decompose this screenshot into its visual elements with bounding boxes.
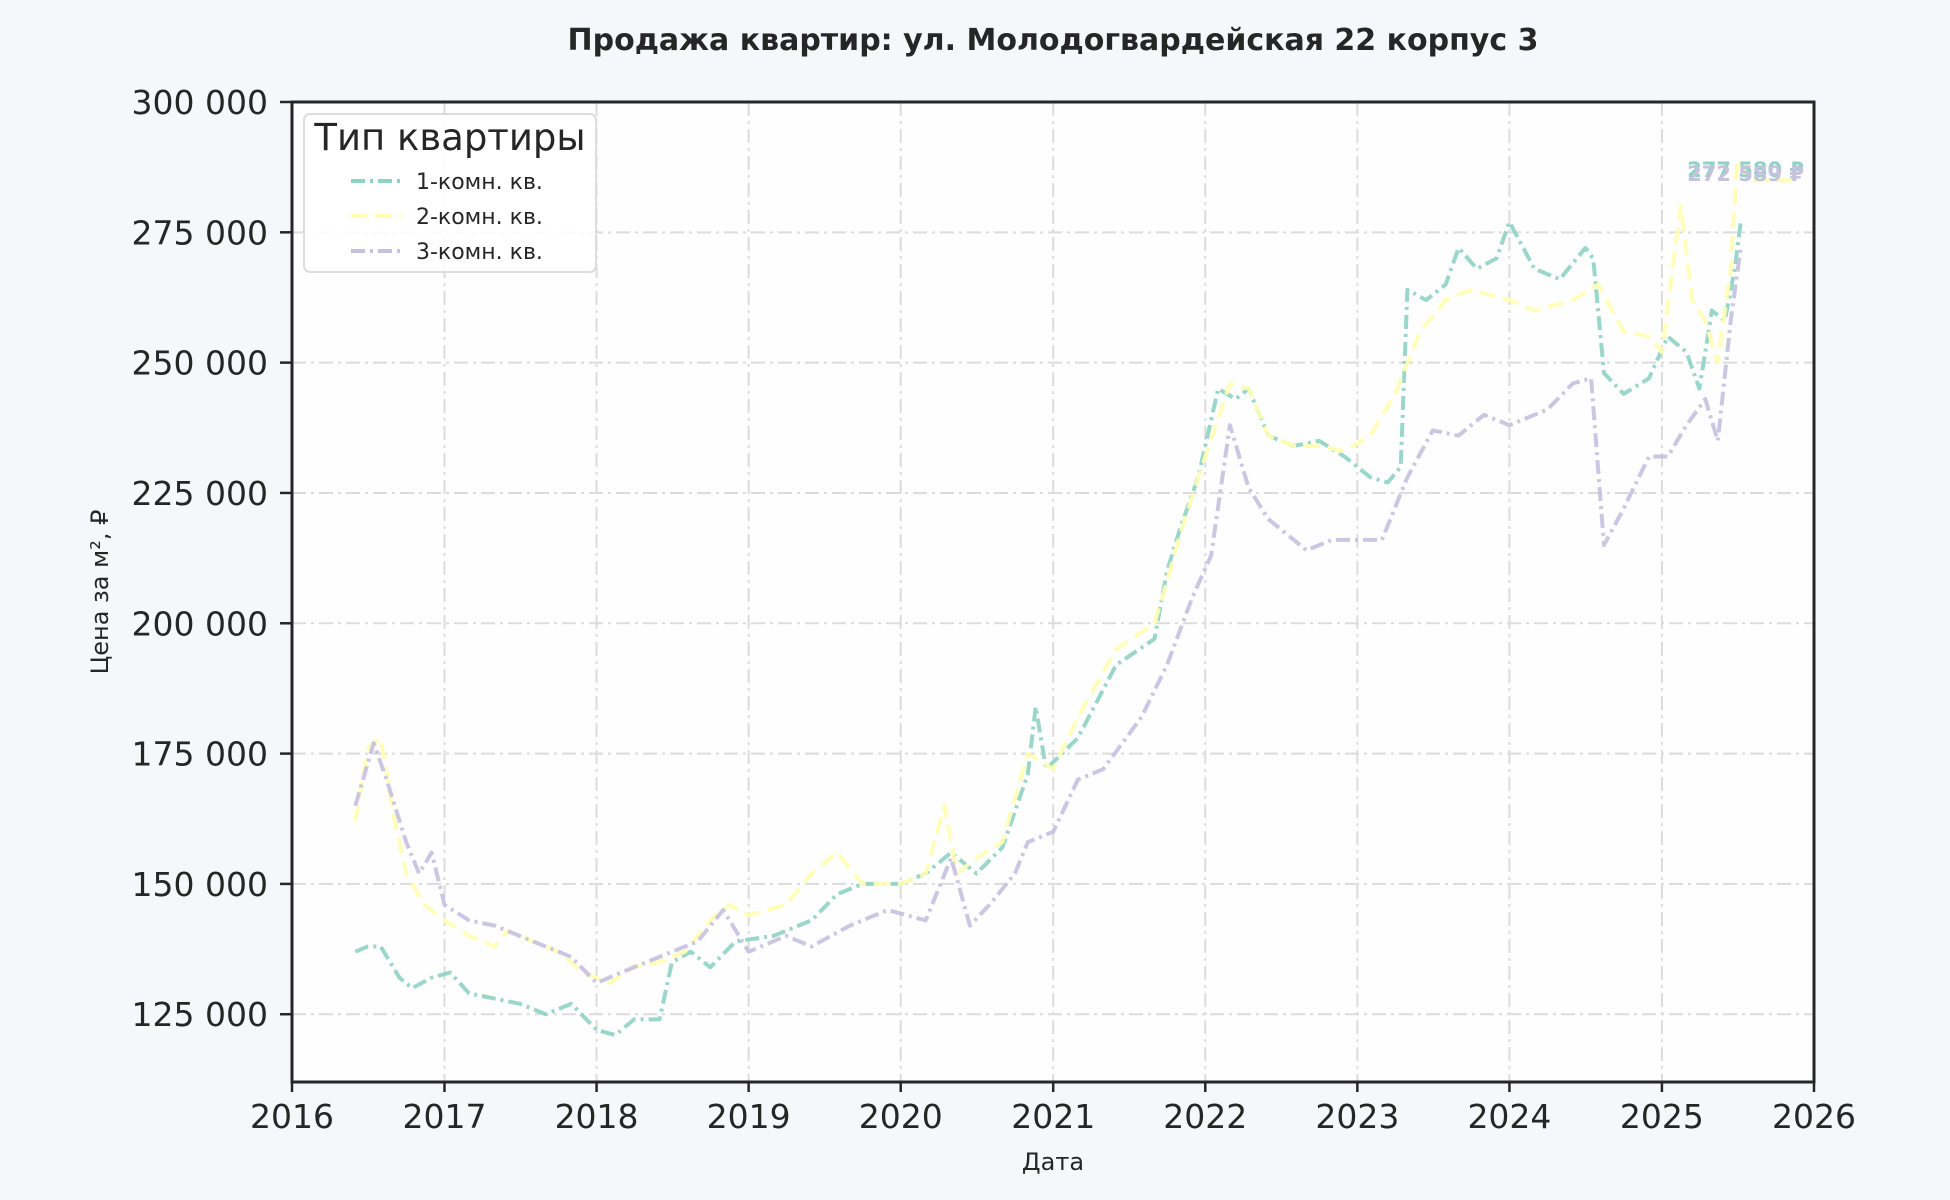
- y-tick-label: 225 000: [132, 474, 268, 513]
- y-tick-label: 125 000: [132, 995, 268, 1034]
- y-tick-label: 150 000: [132, 865, 268, 904]
- legend-label-1-room: 1-комн. кв.: [416, 170, 543, 195]
- series-lines: [353, 157, 1802, 1038]
- x-axis-title: Дата: [1022, 1148, 1084, 1176]
- x-tick-label: 2024: [1467, 1097, 1551, 1136]
- y-tick-label: 200 000: [132, 604, 268, 643]
- legend-label-2-room: 2-комн. кв.: [416, 205, 543, 230]
- x-tick-label: 2016: [250, 1097, 334, 1136]
- x-tick-label: 2019: [707, 1097, 791, 1136]
- y-tick-label: 275 000: [132, 213, 268, 252]
- x-tick-label: 2025: [1620, 1097, 1704, 1136]
- x-tick-label: 2026: [1772, 1097, 1856, 1136]
- x-tick-label: 2021: [1011, 1097, 1095, 1136]
- y-tick-label: 300 000: [132, 83, 268, 122]
- x-tick-label: 2023: [1315, 1097, 1399, 1136]
- series-line-1-room: [354, 218, 1744, 1038]
- legend-box: [303, 113, 597, 273]
- x-tick-label: 2022: [1163, 1097, 1247, 1136]
- series-line-2-room: [353, 157, 1802, 985]
- x-tick-label: 2017: [402, 1097, 486, 1136]
- legend: Тип квартиры 1-комн. кв. 2-комн. кв. 3-к…: [303, 113, 597, 273]
- end-labels: 277 580 ₽272 589 ₽: [1687, 158, 1804, 186]
- x-tick-label: 2018: [555, 1097, 639, 1136]
- series-line-3-room: [353, 244, 1744, 985]
- y-tick-label: 250 000: [132, 344, 268, 383]
- y-tick-label: 175 000: [132, 735, 268, 774]
- y-axis-title: Цена за м², ₽: [86, 510, 114, 675]
- end-value-label: 277 580 ₽: [1687, 158, 1804, 182]
- end-value-label: 272 589 ₽: [1687, 162, 1804, 186]
- chart-title: Продажа квартир: ул. Молодогвардейская 2…: [568, 23, 1539, 58]
- legend-label-3-room: 3-комн. кв.: [416, 240, 543, 265]
- axis-ticks: 2016 2017 2018 2019 2020 2021 2022 2023 2024 2025…: [132, 83, 1856, 1136]
- legend-title: Тип квартиры: [313, 116, 585, 159]
- x-tick-label: 2020: [859, 1097, 943, 1136]
